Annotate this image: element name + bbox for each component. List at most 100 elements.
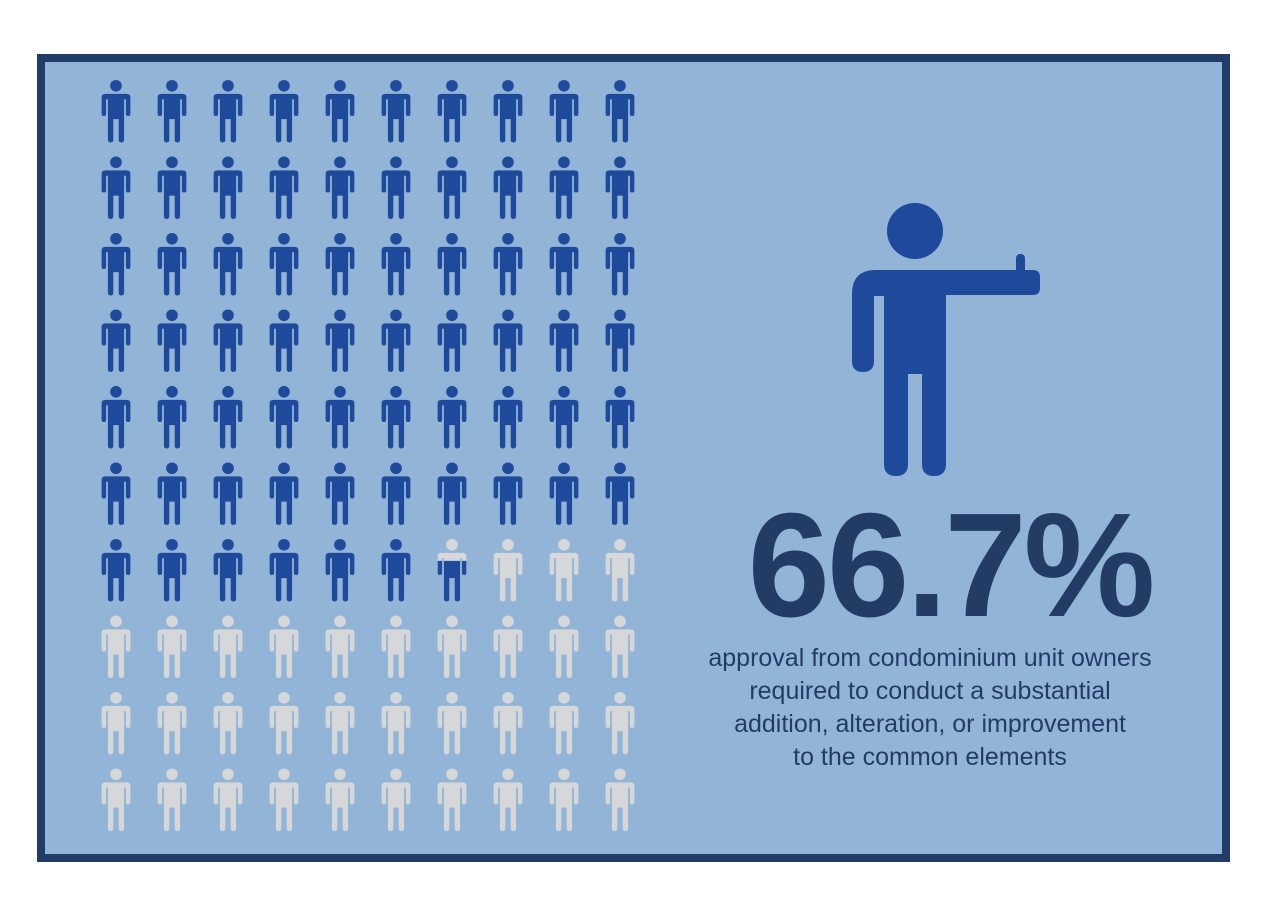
person-icon: [549, 768, 579, 831]
caption-text: approval from condominium unit owners re…: [640, 642, 1220, 774]
person-icon: [269, 385, 299, 449]
person-icon: [605, 309, 635, 372]
person-icon: [437, 309, 467, 372]
person-icon: [437, 385, 467, 449]
percentage-value: 66.7%: [747, 483, 1156, 648]
person-icon: [325, 309, 355, 372]
person-icon: [213, 309, 243, 372]
person-icon: [213, 156, 243, 219]
person-icon: [213, 538, 243, 602]
person-icon: [269, 768, 299, 831]
person-icon: [157, 691, 187, 755]
person-icon: [269, 79, 299, 143]
person-icon: [157, 615, 187, 678]
person-icon: [549, 691, 579, 755]
person-icon: [213, 462, 243, 525]
person-icon: [269, 615, 299, 678]
person-icon: [325, 462, 355, 525]
person-icon: [213, 691, 243, 755]
person-icon: [549, 615, 579, 678]
person-icon: [437, 232, 467, 296]
person-icon: [157, 156, 187, 219]
person-icon: [493, 232, 523, 296]
person-icon: [157, 79, 187, 143]
person-icon: [605, 156, 635, 219]
person-icon: [213, 385, 243, 449]
person-thumbs-up-icon: [852, 203, 1040, 476]
person-icon: [269, 156, 299, 219]
person-icon: [605, 768, 635, 831]
person-icon: [605, 538, 635, 602]
person-icon: [549, 462, 579, 525]
person-icon: [325, 79, 355, 143]
person-icon: [157, 768, 187, 831]
person-icon: [101, 232, 131, 296]
person-icon: [549, 156, 579, 219]
person-icon: [269, 309, 299, 372]
person-icon: [493, 462, 523, 525]
person-icon: [381, 385, 411, 449]
person-icon: [381, 232, 411, 296]
person-icon: [101, 538, 131, 602]
person-icon: [213, 768, 243, 831]
person-icon: [101, 691, 131, 755]
person-icon: [269, 691, 299, 755]
person-icon: [213, 232, 243, 296]
person-icon: [381, 156, 411, 219]
person-icon: [437, 156, 467, 219]
person-icon: [101, 79, 131, 143]
person-icon: [381, 538, 411, 602]
person-icon: [381, 309, 411, 372]
person-icon: [493, 309, 523, 372]
person-icon: [157, 309, 187, 372]
person-icon: [325, 691, 355, 755]
caption-line: to the common elements: [793, 743, 1067, 771]
caption-line: required to conduct a substantial: [749, 677, 1111, 705]
person-icon: [493, 538, 523, 602]
pictogram-grid: [101, 79, 635, 831]
person-icon: [325, 768, 355, 831]
person-icon: [101, 462, 131, 525]
person-icon: [381, 691, 411, 755]
person-icon: [605, 385, 635, 449]
person-icon: [101, 768, 131, 831]
person-icon: [157, 232, 187, 296]
caption-line: approval from condominium unit owners: [708, 644, 1152, 672]
person-icon: [381, 768, 411, 831]
person-icon: [157, 462, 187, 525]
person-icon: [269, 462, 299, 525]
person-icon: [157, 538, 187, 602]
person-icon: [325, 385, 355, 449]
person-icon: [325, 156, 355, 219]
person-icon: [493, 691, 523, 755]
person-icon: [493, 156, 523, 219]
person-icon: [437, 79, 467, 143]
person-icon: [437, 462, 467, 525]
person-icon: [101, 309, 131, 372]
person-icon: [437, 768, 467, 831]
person-icon: [157, 385, 187, 449]
person-icon: [101, 156, 131, 219]
person-icon: [269, 232, 299, 296]
person-icon: [493, 79, 523, 143]
person-icon: [213, 615, 243, 678]
person-icon: [381, 615, 411, 678]
person-icon: [549, 79, 579, 143]
person-icon: [605, 232, 635, 296]
person-icon: [605, 615, 635, 678]
person-icon: [437, 691, 467, 755]
person-icon: [549, 538, 579, 602]
person-icon: [605, 691, 635, 755]
person-icon: [493, 385, 523, 449]
person-icon: [101, 385, 131, 449]
person-icon: [381, 462, 411, 525]
person-icon: [493, 768, 523, 831]
person-icon: [325, 538, 355, 602]
person-icon: [549, 385, 579, 449]
person-icon: [325, 615, 355, 678]
person-icon: [269, 538, 299, 602]
person-icon: [605, 79, 635, 143]
person-icon: [493, 615, 523, 678]
person-icon: [549, 309, 579, 372]
caption-line: addition, alteration, or improvement: [734, 710, 1126, 738]
